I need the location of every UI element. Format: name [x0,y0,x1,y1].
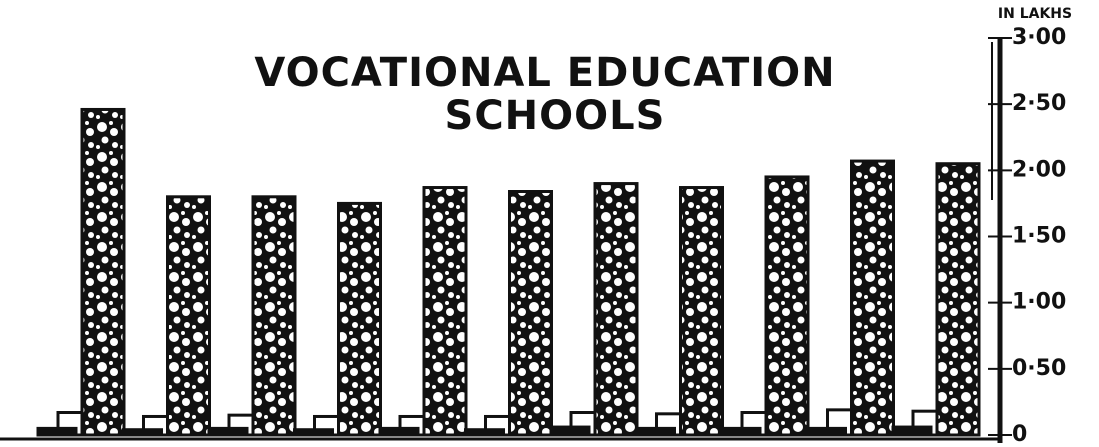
bar [293,428,334,437]
bar [36,426,78,437]
bar [508,190,553,437]
chart-title: VOCATIONAL EDUCATION [254,50,835,96]
chart-title: SCHOOLS [445,93,666,139]
y-tick-label: 2·50 [1012,91,1066,116]
bar [251,195,297,437]
bar [806,426,847,437]
bar [122,428,163,437]
bar [337,201,382,437]
bar [422,186,468,437]
y-tick-label: 0·50 [1012,356,1066,381]
bar [549,425,591,437]
bar [166,195,211,437]
bar [720,426,762,437]
bar [207,426,249,437]
bar [891,425,933,437]
y-tick-label: 1·00 [1012,290,1066,315]
y-tick-label: 2·00 [1012,157,1066,182]
bar [679,186,724,437]
axis-label: IN LAKHS [998,6,1072,22]
bar [635,426,676,437]
bar [764,175,810,437]
bar [80,107,126,437]
y-tick-label: 1·50 [1012,224,1066,249]
bar [935,162,981,437]
bar [378,426,420,437]
bar [850,159,895,437]
y-tick-label: 3·00 [1012,25,1066,50]
bar [593,182,639,437]
y-tick-label: 0 [1012,422,1027,447]
bar [464,428,505,437]
